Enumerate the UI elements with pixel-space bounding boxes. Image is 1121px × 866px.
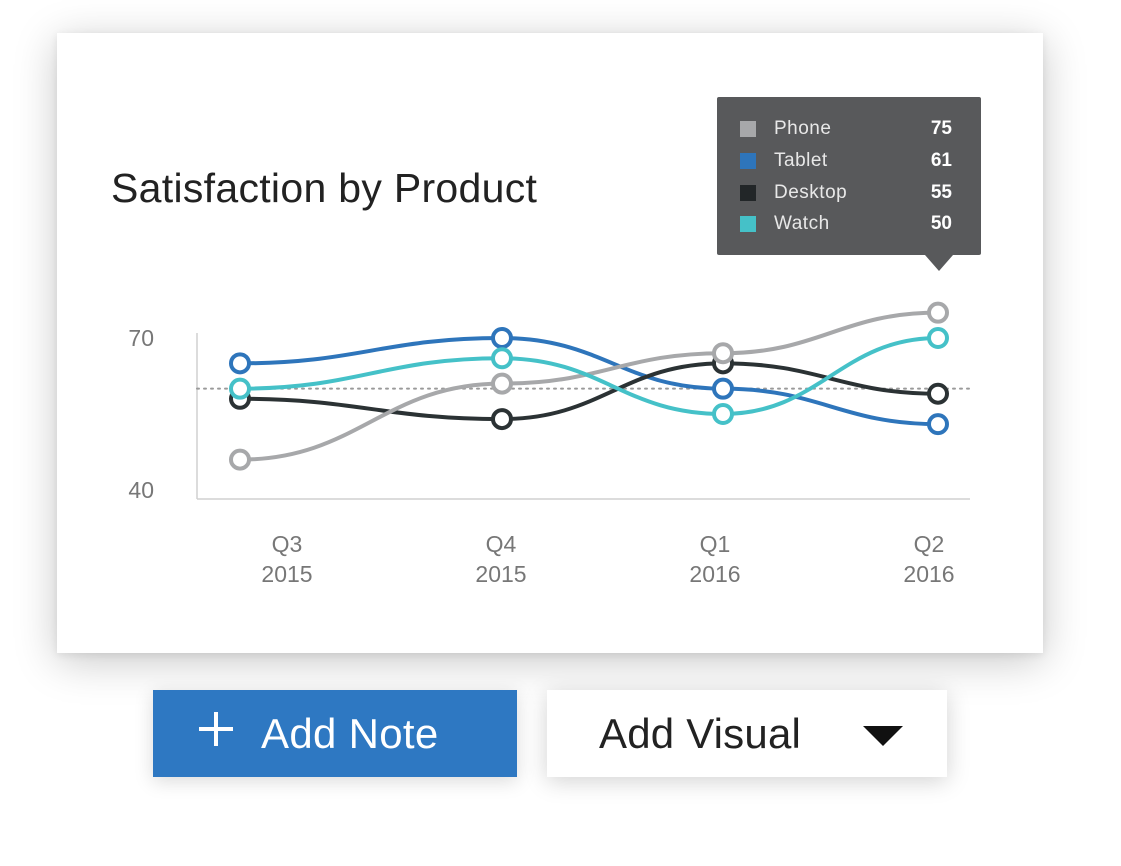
- x-tick-label-q4-2015-1: 2015: [475, 561, 526, 587]
- tooltip-value-watch: 50: [930, 213, 952, 234]
- x-tick-label-q3-2015-0: Q3: [272, 531, 303, 557]
- line-chart: 70 40 Q3 2015 Q4 2015 Q1 2016 Q2 2016: [128, 301, 971, 587]
- point-phone-1: [491, 372, 513, 395]
- tooltip-swatch-watch: [740, 216, 756, 232]
- series-line-phone: [238, 310, 940, 462]
- x-tick-label-q1-2016-0: Q1: [700, 531, 731, 557]
- tooltip-row-desktop: Desktop 55: [740, 181, 952, 205]
- x-tick-label-q3-2015-1: 2015: [261, 561, 312, 587]
- point-watch-1: [491, 347, 513, 370]
- point-desktop-1: [491, 408, 513, 431]
- y-tick-label-70: 70: [128, 325, 154, 351]
- point-phone-3: [927, 301, 949, 324]
- point-tablet-3: [927, 413, 949, 436]
- point-watch-0: [229, 377, 251, 400]
- point-tablet-2: [712, 377, 734, 400]
- add-visual-label: Add Visual: [599, 710, 802, 757]
- point-desktop-3: [927, 382, 949, 405]
- x-tick-label-q1-2016-1: 2016: [689, 561, 740, 587]
- caret-down-icon: [863, 726, 903, 746]
- tooltip-swatch-phone: [740, 121, 756, 137]
- tooltip-swatch-desktop: [740, 185, 756, 201]
- y-tick-label-40: 40: [128, 477, 154, 503]
- tooltip-value-desktop: 55: [930, 182, 952, 203]
- add-visual-dropdown[interactable]: Add Visual: [547, 690, 947, 777]
- tooltip-value-phone: 75: [930, 118, 952, 139]
- point-tablet-1: [491, 327, 513, 349]
- chart-title: Satisfaction by Product: [111, 165, 538, 211]
- add-note-label: Add Note: [261, 710, 439, 757]
- point-watch-3: [927, 327, 949, 349]
- tooltip-row-watch: Watch 50: [740, 212, 952, 236]
- series-line-tablet: [238, 335, 940, 427]
- x-tick-label-q4-2015-0: Q4: [486, 531, 517, 557]
- point-watch-2: [712, 403, 734, 425]
- point-phone-2: [712, 342, 734, 365]
- point-tablet-0: [229, 352, 251, 375]
- tooltip-label-tablet: Tablet: [774, 150, 828, 171]
- add-note-button[interactable]: Add Note: [153, 690, 517, 777]
- chart-tooltip: Phone 75 Tablet 61 Desktop 55 Watch 50: [717, 97, 981, 271]
- series-line-watch: [238, 336, 940, 417]
- x-tick-label-q2-2016-1: 2016: [903, 561, 954, 587]
- x-tick-label-q2-2016-0: Q2: [914, 531, 945, 557]
- tooltip-row-tablet: Tablet 61: [740, 149, 952, 173]
- point-phone-0: [229, 448, 251, 471]
- tooltip-label-watch: Watch: [774, 213, 830, 234]
- tooltip-label-phone: Phone: [774, 118, 832, 139]
- tooltip-swatch-tablet: [740, 153, 756, 169]
- chart-card: Satisfaction by Product 70 40 Q3 2015 Q4 2015…: [57, 33, 1043, 653]
- tooltip-value-tablet: 61: [930, 150, 952, 171]
- plus-icon: [199, 712, 233, 746]
- tooltip-label-desktop: Desktop: [774, 182, 848, 203]
- series-line-desktop: [238, 361, 940, 422]
- tooltip-row-phone: Phone 75: [740, 117, 952, 141]
